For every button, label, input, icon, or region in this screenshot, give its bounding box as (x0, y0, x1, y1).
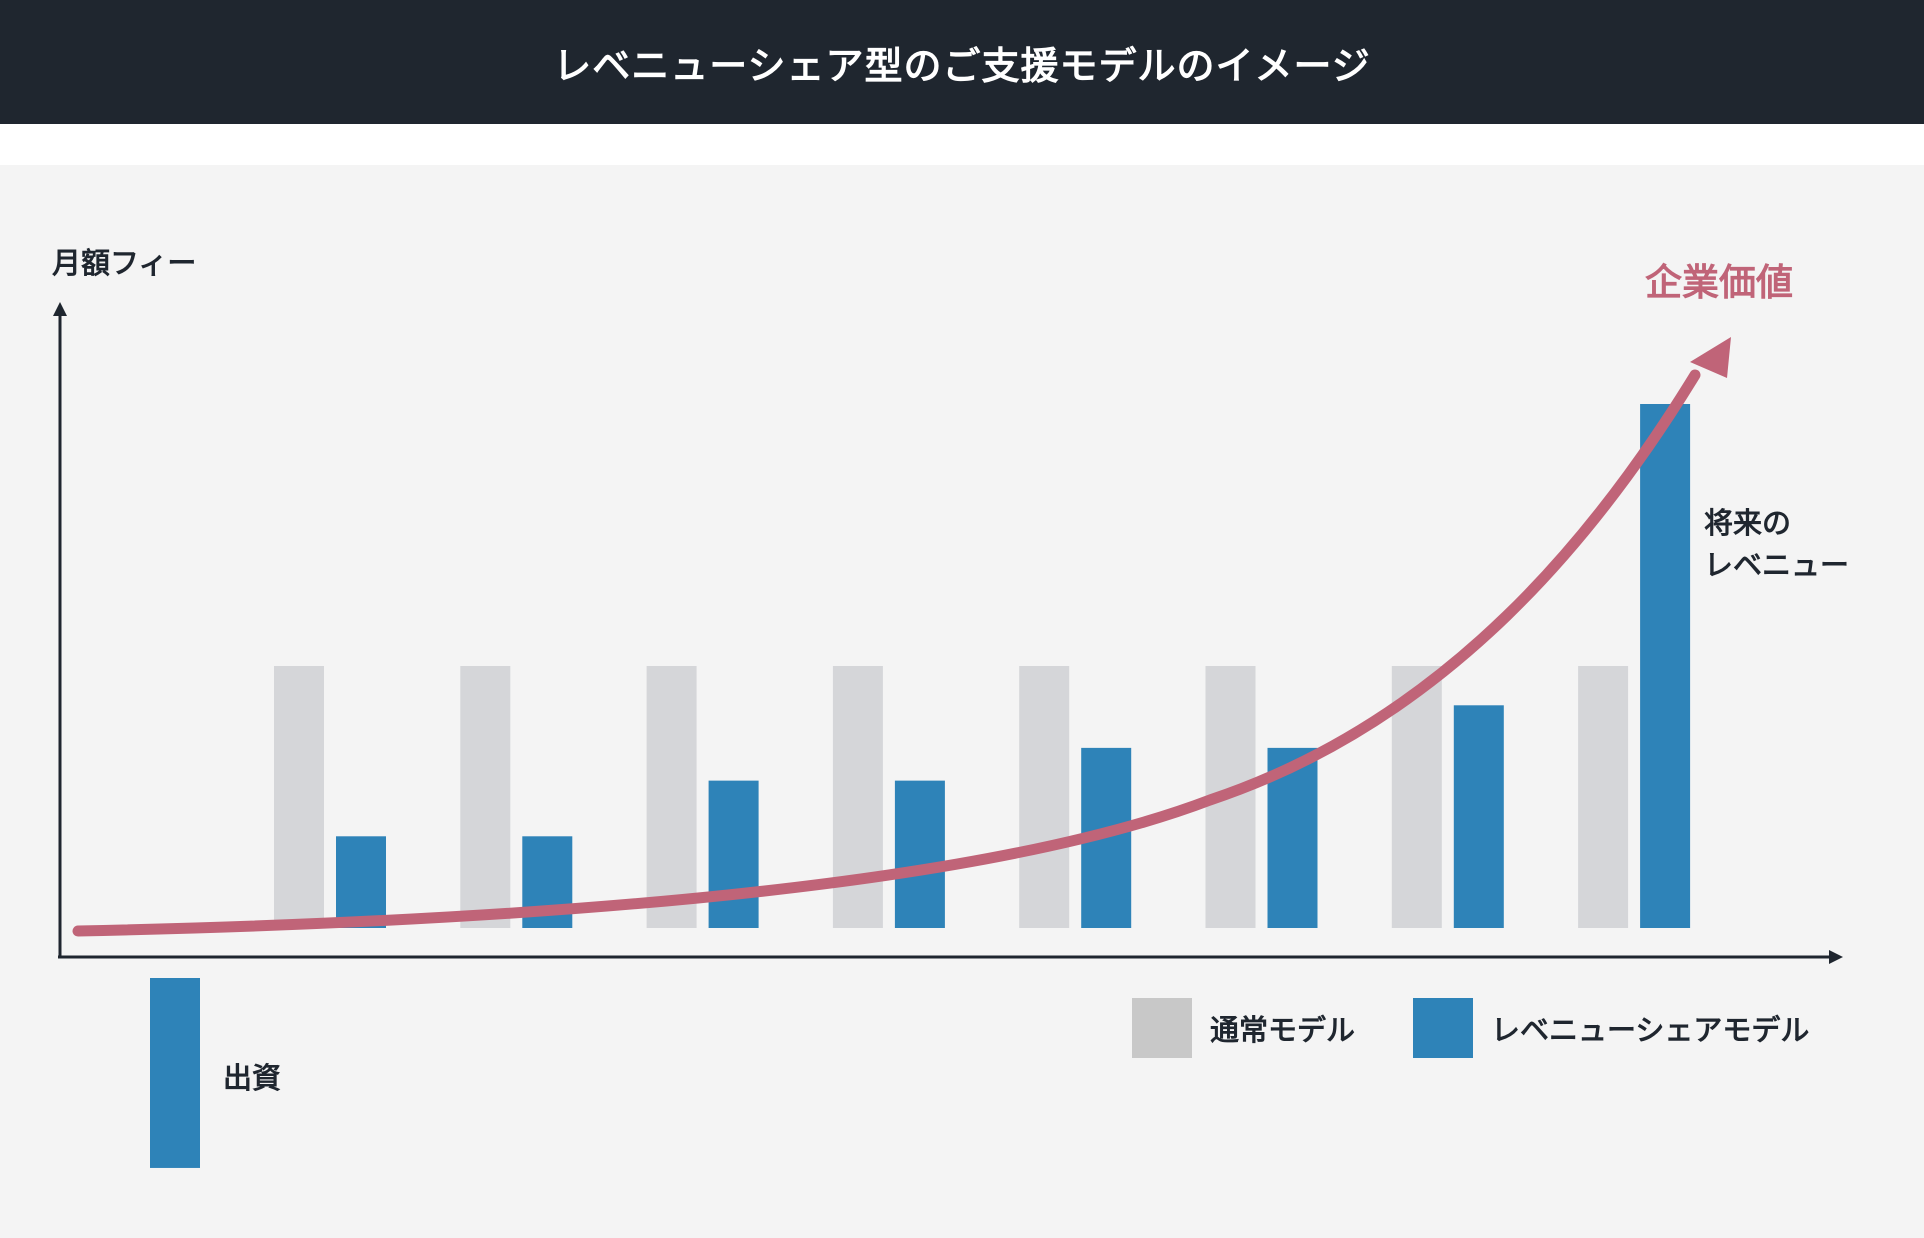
bar-normal-2 (460, 666, 511, 928)
bar-revshare-1 (336, 836, 386, 928)
header-bar: レベニューシェア型のご支援モデルのイメージ (0, 0, 1924, 124)
legend-swatch-revshare (1413, 998, 1473, 1058)
bar-normal-5 (1019, 666, 1070, 928)
legend-label-revshare: レベニューシェアモデル (1491, 1013, 1810, 1047)
bar-investment (150, 978, 200, 1168)
y-axis-label: 月額フィー (52, 246, 197, 280)
bar-normal-8 (1578, 666, 1629, 928)
chart-axes (53, 302, 1843, 964)
x-axis-arrow (1829, 950, 1843, 964)
page-title: レベニューシェア型のご支援モデルのイメージ (553, 43, 1371, 88)
corporate-value-arrowhead (1690, 337, 1731, 378)
future-revenue-label: 将来の レベニュー (1704, 502, 1849, 586)
bar-revshare-4 (894, 780, 945, 928)
legend-swatch-normal (1132, 998, 1192, 1058)
investment-label: 出資 (223, 1061, 282, 1095)
bar-normal-3 (646, 666, 697, 928)
corporate-value-curve (72, 369, 1701, 937)
legend-label-normal: 通常モデル (1210, 1013, 1356, 1047)
legend-item-revshare: レベニューシェアモデル (1413, 998, 1809, 1058)
bar-revshare-3 (708, 780, 759, 928)
legend-item-normal: 通常モデル (1132, 998, 1355, 1058)
bar-revshare-8 (1640, 404, 1691, 928)
bar-normal-4 (832, 666, 883, 928)
bar-normal-1 (274, 666, 324, 928)
bar-revshare-7 (1453, 705, 1504, 928)
future-revenue-line-1: 将来の (1704, 506, 1792, 540)
y-axis-arrow (53, 302, 67, 316)
corporate-value-label: 企業価値 (1645, 261, 1793, 304)
future-revenue-line-2: レベニュー (1704, 548, 1850, 582)
